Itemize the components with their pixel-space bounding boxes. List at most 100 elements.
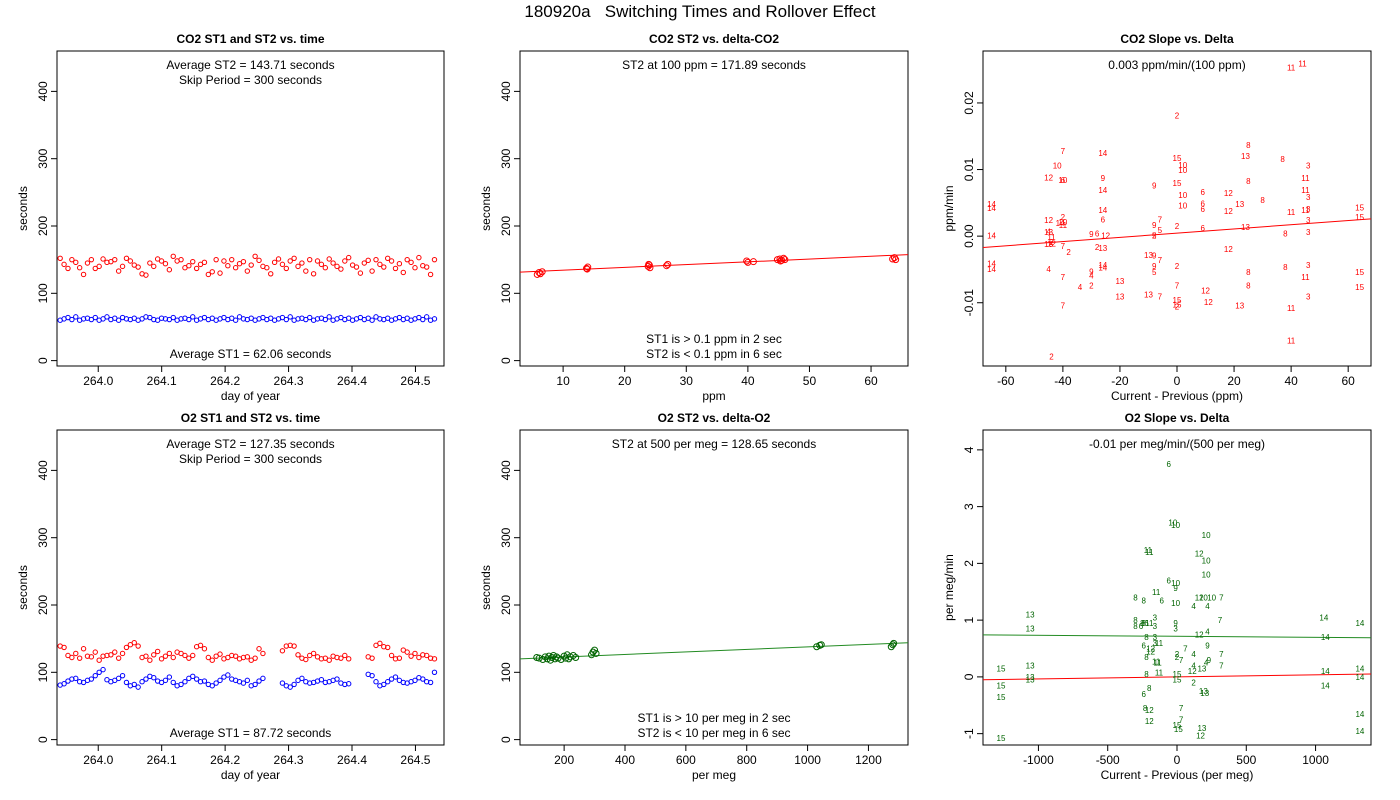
point-label: 10 (1053, 162, 1062, 171)
data-point (369, 672, 375, 679)
data-point (326, 657, 332, 663)
data-point (115, 268, 122, 274)
point-label: 8 (1283, 229, 1288, 238)
data-point (166, 267, 173, 273)
data-point (307, 314, 313, 321)
data-point (299, 675, 305, 682)
data-point (535, 268, 543, 276)
point-label: 11 (1145, 619, 1154, 628)
point-label: 2 (1095, 243, 1100, 252)
point-label: 12 (1204, 298, 1213, 307)
point-label: 13 (1026, 673, 1035, 682)
y-tick-label: 300 (36, 527, 50, 547)
point-label: 14 (987, 231, 996, 240)
data-point (69, 316, 75, 323)
y-tick-label: -1 (962, 728, 976, 739)
data-point (431, 256, 438, 263)
fit-line (520, 642, 908, 660)
point-label: 13 (1044, 228, 1053, 237)
point-label: 11 (1301, 174, 1310, 183)
panel-o2-slope: O2 Slope vs. Delta-1000 -500 0 500 1000-1012… (942, 411, 1372, 782)
point-label: 11 (1047, 233, 1056, 242)
data-point (143, 272, 149, 278)
data-point (334, 676, 340, 682)
data-point (158, 656, 165, 662)
point-label: 7 (1061, 147, 1066, 156)
point-label: 6 (1166, 576, 1171, 585)
point-label: 6 (1200, 224, 1205, 233)
chart-title: O2 Slope vs. Delta (1125, 411, 1230, 425)
x-tick-label: 30 (680, 374, 694, 388)
annotation-top: Skip Period = 300 seconds (179, 73, 322, 87)
annotation-top: -0.01 per meg/min/(500 per meg) (1089, 437, 1265, 451)
y-axis-label: seconds (479, 565, 493, 610)
point-label: 8 (1144, 670, 1149, 679)
data-point (377, 261, 383, 268)
data-point (392, 674, 399, 680)
x-tick-label: 40 (741, 374, 755, 388)
point-label: 11 (1153, 659, 1162, 668)
data-point (170, 654, 176, 661)
y-axis-label: seconds (479, 186, 493, 231)
point-label: 2 (1066, 248, 1071, 257)
point-label: 7 (1061, 242, 1066, 251)
data-point (209, 657, 215, 663)
data-point (178, 256, 184, 263)
point-label: 6 (1200, 200, 1205, 209)
point-label: 11 (1155, 668, 1164, 677)
x-tick-label: 264.0 (83, 753, 113, 767)
point-label: 15 (997, 734, 1006, 743)
point-label: 11 (1144, 546, 1153, 555)
point-label: 10 (1171, 599, 1180, 608)
y-tick-label: 100 (36, 662, 50, 682)
data-point (303, 656, 309, 663)
x-axis-label: Current - Previous (ppm) (1111, 389, 1243, 403)
point-label: 13 (1235, 200, 1244, 209)
point-label: 4 (1204, 659, 1209, 668)
data-point (217, 677, 223, 684)
point-label: 8 (1246, 177, 1251, 186)
point-label: 2 (1191, 679, 1196, 688)
data-point (69, 654, 75, 661)
data-point (151, 674, 157, 681)
data-point (186, 316, 192, 323)
point-label: 10 (1171, 521, 1180, 530)
point-label: 14 (1098, 149, 1107, 158)
point-label: 4 (1089, 271, 1094, 280)
point-label: 9 (1205, 642, 1210, 651)
data-point (381, 681, 387, 688)
data-point (88, 676, 95, 682)
data-point (244, 677, 251, 684)
figure-title: 180920a Switching Times and Rollover Eff… (524, 2, 876, 21)
annotation-top: Skip Period = 300 seconds (179, 452, 322, 466)
point-label: 15 (1355, 204, 1364, 213)
data-point (338, 655, 344, 661)
annotation-bottom: ST1 is > 0.1 ppm in 2 sec (646, 332, 782, 346)
annotation-bottom: Average ST1 = 62.06 seconds (170, 347, 332, 361)
point-label: 7 (1218, 616, 1223, 625)
point-label: 12 (1146, 645, 1155, 654)
point-label: 12 (1145, 706, 1154, 715)
plot-area (520, 254, 908, 278)
data-point (396, 655, 403, 661)
point-label: 6 (1160, 596, 1165, 605)
y-tick-label: 300 (499, 148, 513, 168)
data-point (92, 314, 98, 321)
y-tick-label: 400 (36, 460, 50, 480)
point-label: 13 (1200, 689, 1209, 698)
annotation-bottom: Average ST1 = 87.72 seconds (170, 726, 332, 740)
data-point (88, 256, 95, 263)
data-point (388, 258, 395, 264)
data-point (562, 654, 570, 662)
data-point (80, 646, 87, 652)
panel-co2-slope: CO2 Slope vs. Delta -60 -40 -20 0 20 40 60 -0.01… (942, 32, 1372, 403)
data-point (186, 655, 192, 661)
data-point (252, 655, 258, 661)
data-point (143, 676, 149, 682)
data-point (384, 679, 391, 685)
y-tick-label: 200 (499, 595, 513, 615)
data-point (583, 265, 591, 273)
point-label: 3 (1153, 613, 1158, 622)
data-point (112, 649, 118, 655)
point-label: 7 (1183, 645, 1188, 654)
